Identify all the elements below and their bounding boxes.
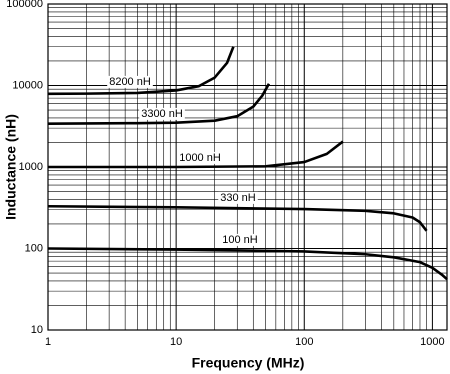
y-tick-label: 10000 [12, 79, 43, 91]
x-tick-label: 1000 [420, 336, 444, 348]
series-label: 330 nH [220, 192, 256, 204]
series-line [47, 247, 448, 281]
series-label: 100 nH [222, 234, 258, 246]
series-line [48, 140, 344, 169]
series-line [47, 204, 428, 232]
y-axis-title: Inductance (nH) [3, 114, 19, 220]
series-line [47, 46, 235, 96]
series-label-bg [220, 233, 260, 246]
series-label-bg [107, 75, 153, 88]
series-label: 3300 nH [141, 108, 183, 120]
series-label: 8200 nH [109, 76, 151, 88]
series-label-bg [139, 107, 185, 120]
series-label: 1000 nH [179, 152, 221, 164]
x-tick-label: 1 [45, 336, 51, 348]
series-label-bg [177, 151, 223, 164]
y-tick-label: 1000 [19, 161, 43, 173]
x-axis-title: Frequency (MHz) [192, 355, 305, 371]
x-tick-label: 100 [295, 336, 313, 348]
y-tick-label: 100 [25, 242, 43, 254]
x-tick-label: 10 [170, 336, 182, 348]
series-label-bg [218, 191, 258, 204]
y-tick-label: 100000 [6, 0, 43, 10]
series-line [47, 83, 271, 125]
y-tick-label: 10 [31, 324, 43, 336]
